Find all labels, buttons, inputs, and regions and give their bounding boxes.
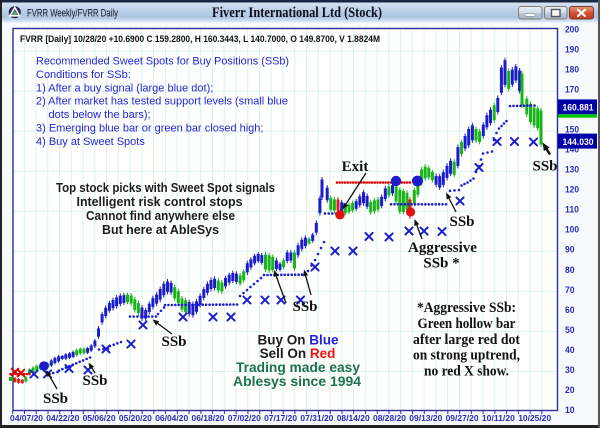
svg-text:2) After market has tested sup: 2) After market has tested support level… [36, 96, 288, 108]
svg-text:FVRR Weekly/FVRR Daily: FVRR Weekly/FVRR Daily [27, 7, 118, 19]
svg-text:07/17/20: 07/17/20 [264, 413, 297, 423]
svg-text:140: 140 [565, 145, 579, 156]
svg-text:100: 100 [565, 225, 579, 236]
svg-text:80: 80 [565, 265, 575, 276]
svg-text:20: 20 [565, 385, 575, 396]
svg-text:08/28/20: 08/28/20 [373, 413, 406, 423]
svg-text:09/13/20: 09/13/20 [409, 413, 442, 423]
svg-text:04/22/20: 04/22/20 [46, 413, 79, 423]
svg-text:150: 150 [565, 125, 579, 136]
svg-text:06/04/20: 06/04/20 [155, 413, 188, 423]
svg-text:Ablesys since 1994: Ablesys since 1994 [233, 374, 361, 389]
svg-text:170: 170 [565, 85, 579, 96]
svg-text:dots below the bars);: dots below the bars); [49, 109, 151, 121]
svg-text:SSb: SSb [292, 299, 317, 315]
svg-text:4) Buy at Sweet Spots: 4) Buy at Sweet Spots [36, 136, 145, 148]
svg-text:SSb: SSb [449, 214, 474, 230]
svg-text:30: 30 [565, 365, 575, 376]
svg-text:Top stock picks with Sweet Spo: Top stock picks with Sweet Spot signals [56, 181, 275, 195]
svg-text:08/14/20: 08/14/20 [337, 413, 370, 423]
svg-text:04/07/20: 04/07/20 [10, 413, 43, 423]
svg-text:SSb: SSb [43, 391, 68, 407]
svg-text:Green hollow bar: Green hollow bar [418, 316, 517, 332]
svg-text:07/02/20: 07/02/20 [228, 413, 261, 423]
svg-text:160.881: 160.881 [563, 103, 595, 114]
svg-text:09/27/20: 09/27/20 [446, 413, 479, 423]
svg-text:on strong uptrend,: on strong uptrend, [413, 348, 520, 364]
svg-text:180: 180 [565, 65, 579, 76]
svg-text:144.030: 144.030 [563, 137, 594, 148]
svg-text:05/20/20: 05/20/20 [119, 413, 152, 423]
svg-text:SSb: SSb [82, 373, 107, 389]
svg-text:3) Emerging blue bar or green: 3) Emerging blue bar or green bar closed… [36, 123, 263, 135]
svg-text:40: 40 [565, 345, 575, 356]
svg-text:Exit: Exit [342, 159, 369, 175]
svg-text:after large red dot: after large red dot [413, 332, 520, 348]
svg-text:120: 120 [565, 185, 579, 196]
svg-text:no red X show.: no red X show. [424, 364, 509, 380]
svg-text:Intelligent risk control stops: Intelligent risk control stops [77, 195, 243, 209]
svg-text:10/25/20: 10/25/20 [518, 413, 551, 423]
svg-text:200: 200 [565, 24, 579, 35]
svg-text:Buy On Blue: Buy On Blue [257, 333, 339, 348]
svg-text:Conditions for SSb:: Conditions for SSb: [36, 69, 131, 81]
svg-text:1) After a buy signal (large b: 1) After a buy signal (large blue dot); [36, 82, 213, 94]
svg-text:FVRR [Daily] 10/28/20 +10.690: FVRR [Daily] 10/28/20 +10.6900 C 159.280… [20, 34, 380, 44]
svg-text:190: 190 [565, 44, 579, 55]
svg-text:Fiverr International Ltd (Stoc: Fiverr International Ltd (Stock) [212, 5, 382, 21]
svg-text:130: 130 [565, 165, 579, 176]
svg-text:Trading made easy: Trading made easy [236, 360, 360, 375]
svg-text:06/18/20: 06/18/20 [192, 413, 225, 423]
svg-text:05/06/20: 05/06/20 [83, 413, 116, 423]
svg-text:70: 70 [565, 285, 575, 296]
svg-text:But here at AbleSys: But here at AbleSys [102, 223, 219, 237]
svg-text:60: 60 [565, 305, 575, 316]
svg-text:10/11/20: 10/11/20 [482, 413, 515, 423]
svg-text:90: 90 [565, 245, 575, 256]
svg-text:SSb: SSb [161, 334, 186, 350]
svg-text:Cannot find anywhere else: Cannot find anywhere else [86, 209, 235, 223]
svg-text:07/31/20: 07/31/20 [300, 413, 333, 423]
svg-text:Sell On Red: Sell On Red [260, 346, 336, 361]
svg-text:50: 50 [565, 325, 575, 336]
svg-text:SSb *: SSb * [423, 256, 459, 272]
svg-text:10: 10 [565, 405, 575, 416]
svg-text:SSb: SSb [532, 159, 557, 175]
svg-text:Aggressive: Aggressive [408, 240, 477, 256]
svg-text:Recommended Sweet Spots for Bu: Recommended Sweet Spots for Buy Position… [36, 56, 289, 68]
svg-text:*Aggressive SSb:: *Aggressive SSb: [417, 300, 516, 316]
svg-text:110: 110 [565, 205, 579, 216]
